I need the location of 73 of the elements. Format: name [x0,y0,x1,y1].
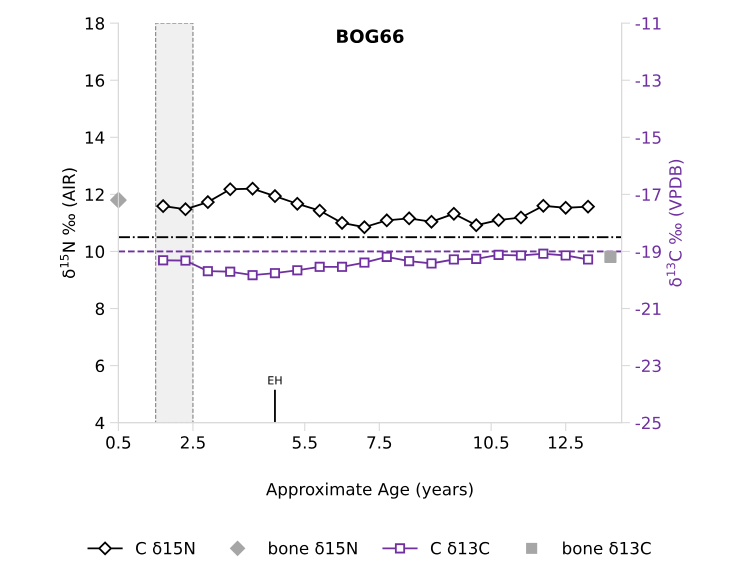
point [426,258,437,269]
point [382,252,392,262]
y-tick-label: 10 [86,245,104,258]
point [178,202,192,216]
ref-line-label: EH [268,376,282,384]
point [560,250,571,261]
legend-label: C δ15N [136,542,194,554]
y-tick-label: 18 [86,17,104,30]
y2-tick-label: -13 [636,74,661,87]
x-tick-label: 10.5 [474,436,508,449]
point [248,270,258,280]
point [292,265,302,276]
point [424,214,438,229]
y2-tick-label: -25 [636,416,661,430]
x-tick-label: 5.5 [292,436,317,449]
point [492,213,506,227]
point [336,262,348,272]
y-tick-label: 8 [96,302,104,316]
point [268,189,282,203]
point [469,218,484,232]
point [110,192,127,208]
point [314,262,325,272]
point [225,266,236,277]
x-tick-label: 12.5 [548,436,583,449]
point [270,268,280,278]
point [359,258,370,268]
y2-tick-label: -15 [636,131,661,144]
legend-label: bone δ15N [269,542,357,554]
point [494,250,504,260]
y2-tick-label: -17 [636,188,661,201]
point [312,204,326,218]
point [516,250,526,261]
point [448,254,459,265]
point [246,182,260,196]
chart-title: BOG66 [337,29,404,44]
y2-tick-label: -19 [636,245,661,258]
y-tick-label: 12 [86,188,104,201]
point [582,254,594,265]
x-axis-title: Approximate Age (years) [266,482,473,499]
point [202,266,213,276]
point [290,197,304,211]
point [447,206,461,221]
point [201,195,215,209]
y2-tick-label: -21 [636,302,660,315]
point [335,216,349,230]
x-tick-label: 0.5 [106,436,130,449]
point [404,256,414,266]
point [158,255,168,266]
point [604,250,616,263]
legend-label: bone δ13C [563,542,651,554]
point [223,182,238,196]
point [538,248,548,259]
point [358,220,372,234]
point [581,200,595,214]
y-tick-label: 4 [95,416,104,429]
point [180,256,191,266]
point [471,254,482,264]
y2-tick-label: -11 [636,17,660,30]
point [380,214,394,228]
y-tick-label: 14 [86,131,104,144]
y-tick-label: 6 [96,360,104,372]
legend-label: C δ13C [430,542,490,554]
y-axis-title: δ$^{15}$N ‰ (AIR) [60,168,78,278]
y-tick-label: 16 [86,74,104,87]
x-tick-label: 2.5 [180,436,205,449]
y2-axis-title: δ$^{13}$C ‰ (VPDB) [666,160,684,286]
point [156,199,170,213]
point [558,200,572,215]
x-tick-label: 7.5 [367,436,392,449]
point [536,198,550,213]
point [402,212,416,226]
y2-tick-label: -23 [636,360,661,372]
point [514,210,528,224]
